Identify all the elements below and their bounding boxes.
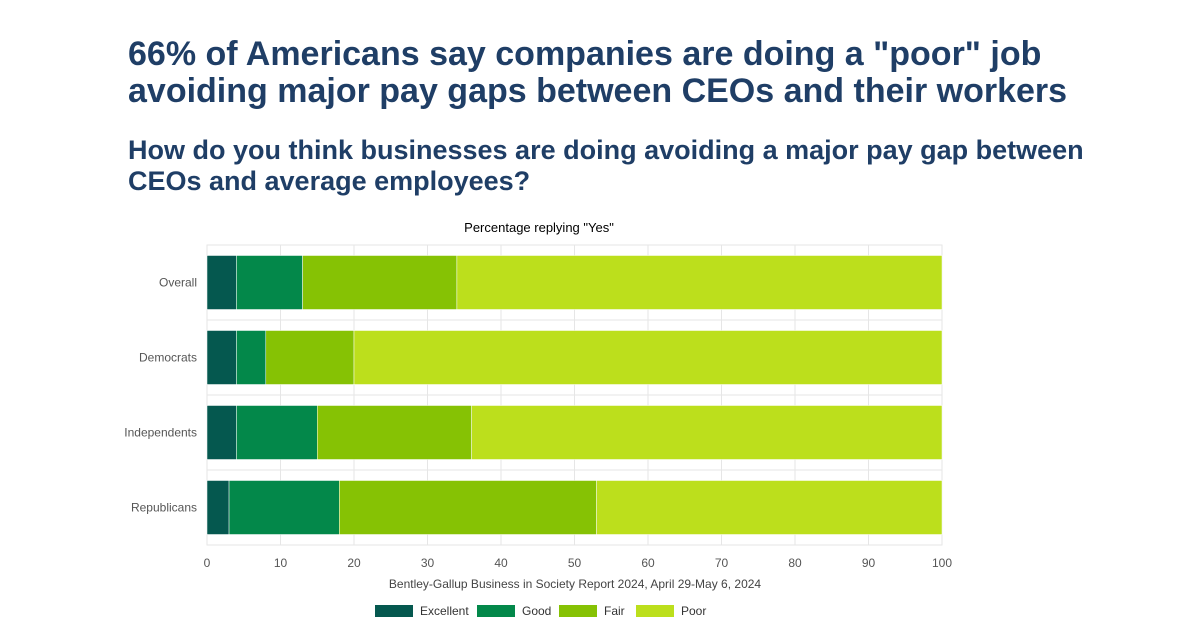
x-tick-label: 90 — [862, 556, 876, 570]
x-tick-label: 100 — [932, 556, 952, 570]
category-label: Independents — [124, 426, 197, 440]
x-tick-label: 80 — [788, 556, 802, 570]
x-tick-label: 40 — [494, 556, 508, 570]
bar-poor-republicans — [596, 480, 943, 535]
bar-fair-democrats — [265, 330, 355, 385]
x-tick-label: 10 — [274, 556, 288, 570]
bar-fair-overall — [302, 255, 458, 310]
category-label: Democrats — [139, 351, 197, 365]
x-tick-label: 60 — [641, 556, 655, 570]
x-tick-label: 30 — [421, 556, 435, 570]
bar-excellent-republicans — [206, 480, 230, 535]
legend-swatch-good — [477, 605, 515, 617]
legend: Excellent Good Fair Poor — [375, 604, 706, 618]
legend-swatch-excellent — [375, 605, 413, 617]
bar-good-democrats — [236, 330, 267, 385]
bar-poor-independents — [471, 405, 943, 460]
bar-fair-independents — [317, 405, 472, 460]
bar-fair-republicans — [339, 480, 597, 535]
bar-good-republicans — [228, 480, 340, 535]
bar-excellent-overall — [206, 255, 237, 310]
category-label: Republicans — [131, 501, 197, 515]
bar-good-overall — [236, 255, 303, 310]
category-label: Overall — [159, 276, 197, 290]
x-axis-tick-labels: 0 10 20 30 40 50 60 70 80 90 100 — [204, 556, 953, 570]
legend-label-fair: Fair — [604, 604, 625, 618]
bars — [206, 255, 943, 535]
legend-swatch-fair — [559, 605, 597, 617]
legend-swatch-poor — [636, 605, 674, 617]
legend-label-poor: Poor — [681, 604, 706, 618]
x-tick-label: 70 — [715, 556, 729, 570]
subheadline: How do you think businesses are doing av… — [128, 135, 1084, 196]
legend-label-excellent: Excellent — [420, 604, 469, 618]
headline: 66% of Americans say companies are doing… — [128, 35, 1068, 110]
bar-poor-democrats — [353, 330, 943, 385]
legend-label-good: Good — [522, 604, 551, 618]
bar-excellent-independents — [206, 405, 237, 460]
bar-poor-overall — [456, 255, 943, 310]
x-tick-label: 0 — [204, 556, 211, 570]
x-tick-label: 50 — [568, 556, 582, 570]
chart-title: Percentage replying "Yes" — [464, 220, 614, 235]
bar-good-independents — [236, 405, 318, 460]
bar-excellent-democrats — [206, 330, 237, 385]
x-tick-label: 20 — [347, 556, 361, 570]
category-labels: Overall Democrats Independents Republicans — [124, 276, 197, 515]
x-axis-label: Bentley-Gallup Business in Society Repor… — [389, 577, 762, 591]
